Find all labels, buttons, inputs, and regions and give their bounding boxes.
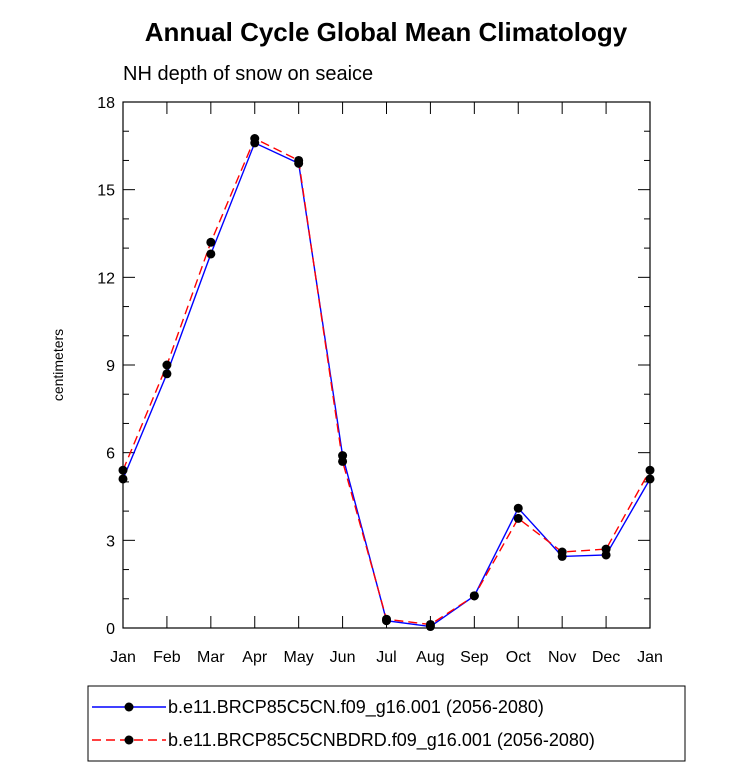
x-tick-label: Jun: [330, 649, 356, 666]
data-point-s1-2: [206, 237, 216, 247]
x-tick-label: Jul: [376, 649, 396, 666]
x-tick-label: Sep: [460, 649, 489, 666]
legend-marker-0: [124, 702, 134, 712]
x-tick-label: May: [284, 649, 314, 666]
y-tick-label: 18: [97, 95, 115, 112]
x-tick-label: Feb: [153, 649, 181, 666]
y-tick-label: 6: [106, 446, 115, 463]
plot-frame: [122, 101, 651, 629]
data-point-s0-1: [162, 369, 172, 379]
chart-title: Annual Cycle Global Mean Climatology: [145, 17, 628, 47]
data-point-s0-2: [206, 249, 216, 259]
x-tick-label: Oct: [506, 649, 531, 666]
data-point-s1-8: [469, 591, 479, 601]
legend-marker-1: [124, 735, 134, 745]
data-point-s1-5: [338, 456, 348, 466]
y-axis-label: centimeters: [50, 329, 66, 401]
x-tick-label: Dec: [592, 649, 620, 666]
x-tick-label: Mar: [197, 649, 225, 666]
data-point-s0-9: [513, 503, 523, 513]
x-tick-label: Apr: [242, 649, 268, 666]
legend: b.e11.BRCP85C5CN.f09_g16.001 (2056-2080)…: [87, 685, 686, 762]
x-tick-label: Nov: [548, 649, 576, 666]
legend-box: [87, 685, 686, 762]
y-tick-label: 12: [97, 270, 115, 287]
data-point-s1-7: [425, 619, 435, 629]
data-point-s1-11: [601, 544, 611, 554]
legend-label-0: b.e11.BRCP85C5CN.f09_g16.001 (2056-2080): [168, 697, 544, 718]
y-tick-label: 0: [106, 621, 115, 638]
y-tick-label: 9: [106, 358, 115, 375]
y-tick-label: 3: [106, 533, 115, 550]
series-layer: [118, 134, 655, 632]
chart-subtitle: NH depth of snow on seaice: [123, 63, 373, 85]
data-point-s1-6: [382, 614, 391, 624]
y-tick-label: 15: [97, 183, 115, 200]
data-point-s1-1: [162, 360, 172, 370]
x-tick-label: Aug: [416, 649, 444, 666]
legend-label-1: b.e11.BRCP85C5CNBDRD.f09_g16.001 (2056-2…: [168, 730, 595, 751]
data-point-s1-4: [294, 155, 304, 165]
data-point-s1-3: [250, 134, 260, 144]
series-line-0: [122, 141, 651, 628]
x-tick-label: Jan: [110, 649, 136, 666]
series-line-1: [122, 137, 651, 626]
axes-layer: 0 3 6 9 12 15 18 Jan Feb Mar Apr May Jun Jul Aug Sep Oct…: [97, 95, 663, 666]
x-tick-label: Jan: [637, 649, 663, 666]
data-point-s1-9: [513, 513, 523, 523]
data-point-s1-10: [557, 547, 567, 557]
